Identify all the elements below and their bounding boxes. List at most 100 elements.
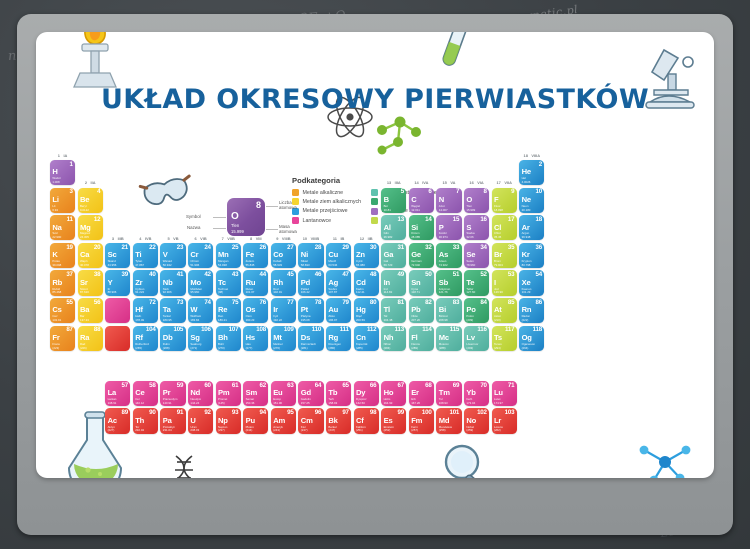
element-cell-B[interactable]: 5 B Bor 10.81 — [381, 187, 407, 213]
element-cell-Lr[interactable]: 103 Lr Lorens (262) — [491, 408, 517, 434]
element-cell-Er[interactable]: 68 Er Erb 167.26 — [408, 380, 434, 406]
element-cell-Pm[interactable]: 61 Pm Promet (145) — [215, 380, 241, 406]
element-cell-Rn[interactable]: 86 Rn Radon (222) — [519, 298, 545, 324]
element-cell-O[interactable]: 8 O Tlen 15.999 — [464, 187, 490, 213]
element-cell-Pr[interactable]: 59 Pr Prazeodym 140.91 — [160, 380, 186, 406]
element-cell-K[interactable]: 19 K Potas 39.098 — [50, 242, 76, 268]
element-cell-Zn[interactable]: 30 Zn Cynk 65.380 — [353, 242, 379, 268]
element-cell-Na[interactable]: 11 Na Sód 22.990 — [50, 215, 76, 241]
element-cell-He[interactable]: 2 He Hel 4.0026 — [519, 160, 545, 186]
element-cell-Sm[interactable]: 62 Sm Samar 150.36 — [243, 380, 269, 406]
element-cell-Th[interactable]: 90 Th Tor 232.04 — [132, 408, 158, 434]
element-cell-Pa[interactable]: 91 Pa Protaktyn 231.04 — [160, 408, 186, 434]
element-cell-Ds[interactable]: 110 Ds Darmsztadt (281) — [298, 325, 324, 351]
element-cell-Cm[interactable]: 96 Cm Kiur (247) — [298, 408, 324, 434]
element-cell-Lv[interactable]: 116 Lv Liwermor (293) — [464, 325, 490, 351]
element-cell-H[interactable]: 1 H Wodór 1.008 — [50, 160, 76, 186]
element-cell-Se[interactable]: 34 Se Selen 78.960 — [464, 242, 490, 268]
element-cell-Rg[interactable]: 111 Rg Roentgen (280) — [326, 325, 352, 351]
element-cell-Cn[interactable]: 112 Cn Kopernik (285) — [353, 325, 379, 351]
element-cell-Os[interactable]: 76 Os Osm 190.23 — [243, 298, 269, 324]
element-cell-Fl[interactable]: 114 Fl Flerow (289) — [408, 325, 434, 351]
element-cell-Sb[interactable]: 51 Sb Antymon 121.76 — [436, 270, 462, 296]
element-cell-In[interactable]: 49 In Ind 114.82 — [381, 270, 407, 296]
element-cell-Cl[interactable]: 17 Cl Chlor 35.45 — [491, 215, 517, 241]
element-cell-Ho[interactable]: 67 Ho Holm 164.93 — [381, 380, 407, 406]
element-cell-Nd[interactable]: 60 Nd Neodym 144.24 — [188, 380, 214, 406]
element-cell-Br[interactable]: 35 Br Brom 79.904 — [491, 242, 517, 268]
element-cell-Bk[interactable]: 97 Bk Berkel (247) — [326, 408, 352, 434]
element-cell-Ac[interactable]: 89 Ac Aktyn (227) — [105, 408, 131, 434]
element-cell-S[interactable]: 16 S Siarka 32.06 — [464, 215, 490, 241]
element-cell-Re[interactable]: 75 Re Ren 186.21 — [215, 298, 241, 324]
element-cell-Md[interactable]: 101 Md Mendelew (258) — [436, 408, 462, 434]
element-cell-Mg[interactable]: 12 Mg Magnez 24.305 — [77, 215, 103, 241]
element-cell-Ar[interactable]: 18 Ar Argon 39.948 — [519, 215, 545, 241]
element-cell-Fe[interactable]: 26 Fe Żelazo 55.845 — [243, 242, 269, 268]
element-cell-Ge[interactable]: 32 Ge German 72.640 — [408, 242, 434, 268]
element-cell-No[interactable]: 102 No Nobel (259) — [464, 408, 490, 434]
element-cell-Es[interactable]: 99 Es Einstein (252) — [381, 408, 407, 434]
element-cell-Cr[interactable]: 24 Cr Chrom 51.996 — [188, 242, 214, 268]
element-cell-Pu[interactable]: 94 Pu Pluton (244) — [243, 408, 269, 434]
element-cell-Ra[interactable]: 88 Ra Rad (226) — [77, 325, 103, 351]
element-cell-Pd[interactable]: 46 Pd Pallad 106.42 — [298, 270, 324, 296]
element-cell-Og[interactable]: 118 Og Oganeson (294) — [519, 325, 545, 351]
element-cell-Tm[interactable]: 69 Tm Tul 168.93 — [436, 380, 462, 406]
element-cell-Eu[interactable]: 63 Eu Europ 151.96 — [270, 380, 296, 406]
element-cell-Te[interactable]: 52 Te Tellur 127.60 — [464, 270, 490, 296]
legend-item[interactable]: Metale przejściowe — [292, 207, 361, 215]
element-cell-Po[interactable]: 84 Po Polon (209) — [464, 298, 490, 324]
element-cell-Mt[interactable]: 109 Mt Meitner (276) — [270, 325, 296, 351]
element-cell-Hf[interactable]: 72 Hf Hafn 178.49 — [132, 298, 158, 324]
element-cell-Ti[interactable]: 22 Ti Tytan 47.867 — [132, 242, 158, 268]
element-cell-Hg[interactable]: 80 Hg Rtęć 200.59 — [353, 298, 379, 324]
element-cell-Cf[interactable]: 98 Cf Kaliforn (251) — [353, 408, 379, 434]
element-cell-P[interactable]: 15 P Fosfor 30.974 — [436, 215, 462, 241]
element-cell-Ga[interactable]: 31 Ga Gal 69.723 — [381, 242, 407, 268]
element-cell-Cd[interactable]: 48 Cd Kadm 112.41 — [353, 270, 379, 296]
element-cell-Tl[interactable]: 81 Tl Tal 204.38 — [381, 298, 407, 324]
element-cell-Hs[interactable]: 108 Hs Has (277) — [243, 325, 269, 351]
element-cell-Cs[interactable]: 55 Cs Cez 132.91 — [50, 298, 76, 324]
element-cell-Al[interactable]: 13 Al Glin 26.982 — [381, 215, 407, 241]
element-cell-Rh[interactable]: 45 Rh Rod 102.91 — [270, 270, 296, 296]
element-cell-Y[interactable]: 39 Y Itr 88.906 — [105, 270, 131, 296]
element-cell-placeholder[interactable] — [105, 298, 131, 324]
element-cell-At[interactable]: 85 At Astat (210) — [491, 298, 517, 324]
element-cell-I[interactable]: 53 I Jod 126.90 — [491, 270, 517, 296]
element-cell-Xe[interactable]: 54 Xe Ksenon 131.29 — [519, 270, 545, 296]
element-cell-La[interactable]: 57 La Lantan 138.91 — [105, 380, 131, 406]
legend-item[interactable]: Metale ziem alkalicznych — [292, 198, 361, 206]
element-cell-Yb[interactable]: 70 Yb Iterb 173.04 — [464, 380, 490, 406]
element-cell-Nh[interactable]: 113 Nh Nihon (284) — [381, 325, 407, 351]
element-cell-Mc[interactable]: 115 Mc Moscov (288) — [436, 325, 462, 351]
element-cell-Pt[interactable]: 78 Pt Platyna 195.08 — [298, 298, 324, 324]
element-cell-Rf[interactable]: 104 Rf Rutherford (265) — [132, 325, 158, 351]
element-cell-Ir[interactable]: 77 Ir Iryd 192.22 — [270, 298, 296, 324]
element-cell-Gd[interactable]: 64 Gd Gadolin 157.25 — [298, 380, 324, 406]
legend-item[interactable]: Reaktywne niemetale — [371, 207, 437, 215]
element-cell-Co[interactable]: 27 Co Kobalt 58.933 — [270, 242, 296, 268]
element-cell-Fm[interactable]: 100 Fm Ferm (257) — [408, 408, 434, 434]
element-cell-Sr[interactable]: 38 Sr Stront 87.620 — [77, 270, 103, 296]
element-cell-Sn[interactable]: 50 Sn Cyna 118.71 — [408, 270, 434, 296]
element-cell-Ts[interactable]: 117 Ts Tenes (294) — [491, 325, 517, 351]
element-cell-Sg[interactable]: 106 Sg Seaborg (271) — [188, 325, 214, 351]
element-cell-Cu[interactable]: 29 Cu Miedź 63.546 — [326, 242, 352, 268]
element-cell-Dy[interactable]: 66 Dy Dysproz 162.50 — [353, 380, 379, 406]
element-cell-Li[interactable]: 3 Li Lit 6.94 — [50, 187, 76, 213]
element-cell-Mn[interactable]: 25 Mn Mangan 54.938 — [215, 242, 241, 268]
element-cell-placeholder[interactable] — [105, 325, 131, 351]
legend-item[interactable]: Lantanowce — [292, 217, 361, 225]
element-cell-Ca[interactable]: 20 Ca Wapń 40.078 — [77, 242, 103, 268]
element-cell-F[interactable]: 9 F Fluor 18.998 — [491, 187, 517, 213]
element-cell-Au[interactable]: 79 Au Złoto 196.97 — [326, 298, 352, 324]
element-cell-Tc[interactable]: 43 Tc Technet (98) — [215, 270, 241, 296]
element-cell-Bi[interactable]: 83 Bi Bizmut 208.98 — [436, 298, 462, 324]
element-cell-Si[interactable]: 14 Si Krzem 28.085 — [408, 215, 434, 241]
element-cell-Ru[interactable]: 44 Ru Ruten 101.07 — [243, 270, 269, 296]
element-cell-Ta[interactable]: 73 Ta Tantal 180.95 — [160, 298, 186, 324]
element-cell-Bh[interactable]: 107 Bh Bohr (270) — [215, 325, 241, 351]
element-cell-U[interactable]: 92 U Uran 238.03 — [188, 408, 214, 434]
